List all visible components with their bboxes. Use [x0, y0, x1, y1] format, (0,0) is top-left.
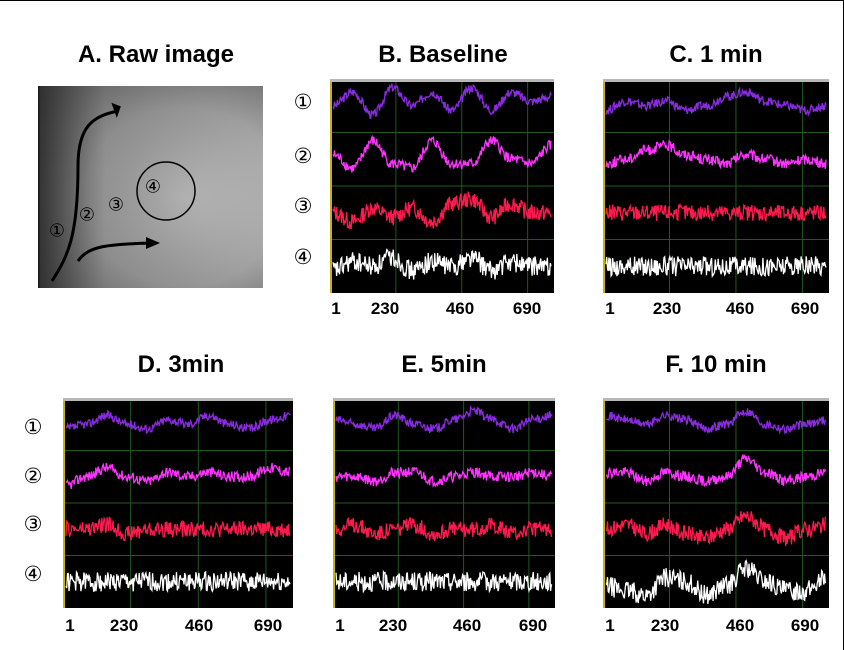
- panel-a-title: A. Raw image: [77, 41, 235, 68]
- panel-c-1min: [603, 79, 829, 293]
- series-trace-3: [605, 202, 827, 223]
- row-marker-bottom-3: ③: [23, 512, 43, 536]
- series-trace-3: [335, 516, 553, 542]
- raw-label-3: ③: [107, 194, 125, 216]
- series-trace-4: [605, 559, 827, 605]
- panel-c-tick-460: 460: [725, 299, 755, 318]
- series-trace-4: [332, 248, 552, 280]
- panel-e-tick-690: 690: [518, 616, 548, 635]
- region-circle: [136, 161, 196, 221]
- panel-d-tick-230: 230: [109, 616, 139, 635]
- series-trace-1: [605, 86, 827, 117]
- panel-top-bar: [603, 79, 829, 82]
- panel-b-tick-460: 460: [445, 299, 475, 318]
- series-trace-2: [606, 453, 826, 487]
- series-trace-3: [65, 516, 291, 542]
- panel-b-title: B. Baseline: [378, 41, 508, 68]
- raw-image: [38, 86, 263, 288]
- series-trace-4: [335, 569, 553, 594]
- panel-c-tick-230: 230: [652, 299, 682, 318]
- panel-c-title: C. 1 min: [669, 41, 763, 68]
- row-marker-bottom-1: ①: [23, 415, 43, 439]
- panel-b-tick-230: 230: [370, 299, 400, 318]
- vessel-arrow-right: [76, 241, 154, 262]
- row-marker-top-3: ③: [293, 194, 313, 218]
- row-marker-bottom-2: ②: [23, 464, 43, 488]
- panel-c-tick-1: 1: [605, 299, 615, 318]
- row-marker-bottom-4: ④: [23, 562, 43, 586]
- series-trace-3: [332, 191, 552, 230]
- series-trace-3: [605, 511, 827, 546]
- chart-svg: [333, 398, 555, 608]
- series-trace-1: [335, 405, 553, 434]
- panel-b-tick-1: 1: [331, 299, 341, 318]
- panel-top-bar: [603, 398, 829, 401]
- panel-e-5min: [333, 398, 555, 608]
- series-trace-1: [65, 409, 291, 435]
- panel-c-tick-690: 690: [790, 299, 820, 318]
- panel-f-tick-460: 460: [725, 616, 755, 635]
- vessel-arrow-up: [50, 109, 119, 282]
- panel-d-tick-1: 1: [65, 616, 75, 635]
- raw-label-2: ②: [78, 204, 96, 226]
- raw-label-4: ④: [144, 176, 162, 198]
- panel-d-3min: [63, 398, 293, 608]
- raw-label-1: ①: [48, 220, 66, 242]
- panel-e-tick-1: 1: [335, 616, 345, 635]
- series-trace-1: [605, 408, 827, 435]
- row-marker-top-2: ②: [293, 144, 313, 168]
- series-trace-1: [332, 83, 552, 120]
- panel-b-baseline: [330, 79, 554, 293]
- chart-svg: [63, 398, 293, 608]
- panel-f-tick-1: 1: [605, 616, 615, 635]
- chart-svg: [603, 79, 829, 293]
- panel-f-tick-230: 230: [650, 616, 680, 635]
- panel-f-title: F. 10 min: [665, 351, 767, 378]
- row-marker-top-1: ①: [293, 90, 313, 114]
- series-trace-2: [605, 139, 827, 170]
- panel-e-title: E. 5min: [401, 351, 487, 378]
- panel-f-10min: [603, 398, 829, 608]
- panel-top-bar: [63, 398, 293, 401]
- chart-svg: [330, 79, 554, 293]
- chart-svg: [603, 398, 829, 608]
- panel-e-tick-230: 230: [378, 616, 408, 635]
- panel-b-tick-690: 690: [512, 299, 542, 318]
- panel-e-tick-460: 460: [452, 616, 482, 635]
- panel-top-bar: [330, 79, 554, 82]
- series-trace-2: [335, 466, 553, 488]
- panel-d-tick-460: 460: [184, 616, 214, 635]
- panel-d-tick-690: 690: [253, 616, 283, 635]
- panel-f-tick-690: 690: [790, 616, 820, 635]
- series-trace-4: [65, 570, 291, 593]
- series-trace-4: [605, 254, 827, 278]
- row-marker-top-4: ④: [293, 245, 313, 269]
- panel-top-bar: [333, 398, 555, 401]
- panel-d-title: D. 3min: [137, 351, 225, 378]
- series-trace-2: [332, 134, 552, 173]
- series-trace-2: [65, 462, 291, 490]
